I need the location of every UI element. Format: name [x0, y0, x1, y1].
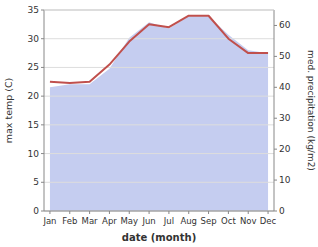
x-tick-label: Jun [141, 216, 155, 226]
y2-tick-label: 50 [279, 51, 291, 61]
x-tick-label: Apr [102, 216, 117, 226]
y-tick-label: 10 [28, 149, 40, 159]
x-tick [248, 211, 249, 214]
y-tick [41, 67, 44, 68]
y-tick [41, 38, 44, 39]
x-tick-label: May [120, 216, 138, 226]
frame-top [44, 10, 274, 11]
y-tick-label: 20 [28, 91, 40, 101]
y-tick [41, 124, 44, 125]
y2-tick-label: 0 [279, 206, 285, 216]
x-tick [168, 211, 169, 214]
y2-tick [274, 25, 277, 26]
x-tick [268, 211, 269, 214]
y-axis-label: max temp (C) [3, 78, 14, 144]
grid-line [44, 153, 274, 154]
chart-container: 0 5 10 15 20 25 30 35 0 10 20 30 40 50 60 Jan Feb MarAprM… [0, 0, 318, 247]
y2-tick [274, 118, 277, 119]
y-tick [41, 182, 44, 183]
x-tick-label: Oct [221, 216, 236, 226]
grid-line [44, 10, 274, 11]
axes: 0 5 10 15 20 25 30 35 0 10 20 30 40 50 60 Jan Feb MarAprM… [28, 5, 291, 226]
x-tick [109, 211, 110, 214]
y2-tick [274, 87, 277, 88]
y2-axis-line [274, 10, 275, 211]
grid-line [44, 38, 274, 39]
y-tick [41, 153, 44, 154]
y-tick-label: 30 [28, 34, 40, 44]
y2-tick [274, 211, 277, 212]
y2-tick [274, 149, 277, 150]
y2-axis-label: med. precipitation (kg/m2) [306, 50, 316, 171]
x-tick-label: Mar [82, 216, 99, 226]
x-tick-label: Jan [42, 216, 56, 226]
y2-tick [274, 180, 277, 181]
grid-line [44, 96, 274, 97]
y2-tick-label: 30 [279, 113, 291, 123]
y2-tick-label: 10 [279, 175, 291, 185]
x-tick-label: Feb [62, 216, 77, 226]
x-tick [129, 211, 130, 214]
grid-line [44, 67, 274, 68]
x-tick-label: Aug [180, 216, 197, 226]
y-tick-label: 0 [33, 206, 39, 216]
x-axis-label: date (month) [122, 232, 196, 243]
y-tick [41, 96, 44, 97]
x-tick [228, 211, 229, 214]
x-tick [208, 211, 209, 214]
x-tick [188, 211, 189, 214]
x-tick [89, 211, 90, 214]
y-axis-line [44, 10, 45, 211]
x-tick-label: Sep [201, 216, 217, 226]
x-tick-label: Nov [240, 216, 257, 226]
y-tick-label: 15 [28, 120, 39, 130]
x-tick [149, 211, 150, 214]
y2-tick-label: 60 [279, 20, 291, 30]
y-tick-label: 25 [28, 62, 39, 72]
areas [50, 16, 268, 211]
x-axis-line [44, 211, 274, 212]
grid-line [44, 124, 274, 125]
y2-tick [274, 56, 277, 57]
lines [50, 16, 268, 83]
y-tick-label: 5 [33, 177, 39, 187]
y2-tick-label: 40 [279, 82, 291, 92]
y-tick-label: 35 [28, 5, 39, 15]
y-tick [41, 10, 44, 11]
x-tick [69, 211, 70, 214]
chart: 0 5 10 15 20 25 30 35 0 10 20 30 40 50 60 Jan Feb MarAprM… [0, 0, 318, 247]
grid-line [44, 211, 274, 212]
x-tick [49, 211, 50, 214]
x-tick-label: Jul [163, 216, 174, 226]
grid-line [44, 182, 274, 183]
precipitation-area [50, 16, 268, 211]
temperature-line [50, 16, 268, 83]
grid [44, 10, 274, 211]
y-tick [41, 211, 44, 212]
x-tick-label: Dec [260, 216, 277, 226]
y2-tick-label: 20 [279, 144, 291, 154]
